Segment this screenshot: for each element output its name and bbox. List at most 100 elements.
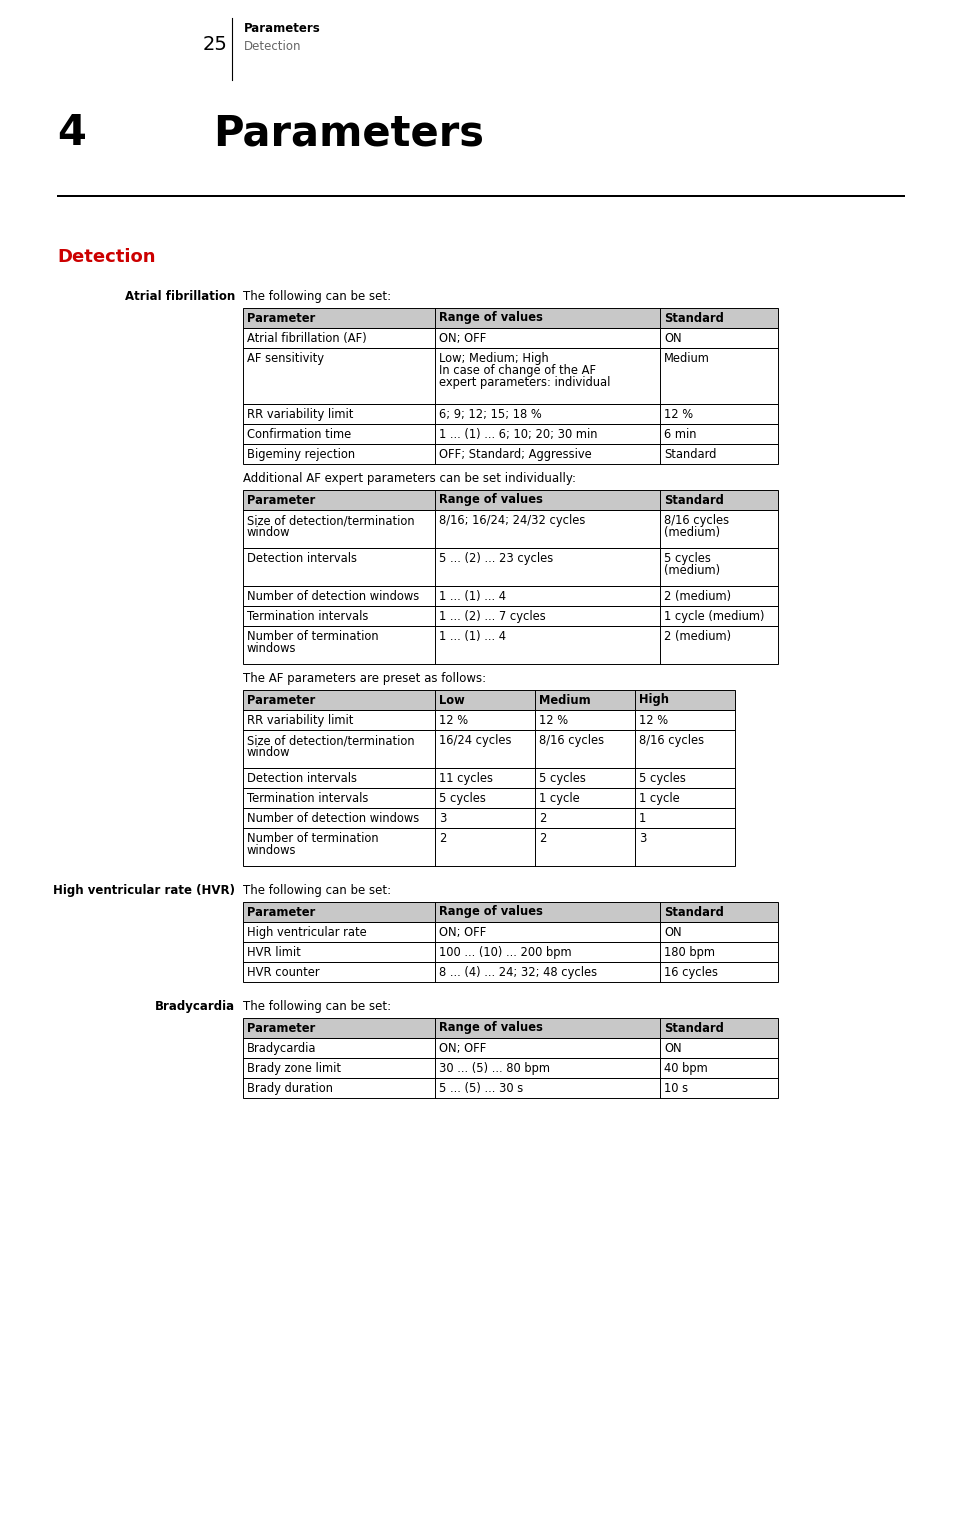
Text: The following can be set:: The following can be set: <box>243 884 391 897</box>
Text: ON; OFF: ON; OFF <box>439 926 486 938</box>
Text: 1: 1 <box>639 812 646 826</box>
Text: OFF; Standard; Aggressive: OFF; Standard; Aggressive <box>439 449 591 461</box>
Text: Detection: Detection <box>244 40 301 53</box>
Text: 2: 2 <box>539 812 546 826</box>
Text: 11 cycles: 11 cycles <box>439 772 493 784</box>
Bar <box>243 768 735 787</box>
Text: windows: windows <box>247 844 297 858</box>
Text: 5 cycles: 5 cycles <box>439 792 486 806</box>
Bar <box>243 1058 778 1077</box>
Text: 1 ... (1) ... 4: 1 ... (1) ... 4 <box>439 591 506 603</box>
Bar <box>243 490 778 510</box>
Bar <box>243 586 778 606</box>
Bar <box>243 444 778 464</box>
Bar <box>243 510 778 548</box>
Text: 3: 3 <box>639 832 646 845</box>
Text: 5 cycles: 5 cycles <box>539 772 586 784</box>
Text: (medium): (medium) <box>664 565 720 577</box>
Text: Bradycardia: Bradycardia <box>247 1042 317 1054</box>
Text: Parameter: Parameter <box>247 1021 315 1035</box>
Text: 25: 25 <box>203 35 228 53</box>
Text: Parameter: Parameter <box>247 905 315 919</box>
Bar <box>243 902 778 922</box>
Text: Size of detection/termination: Size of detection/termination <box>247 514 414 526</box>
Text: Detection intervals: Detection intervals <box>247 552 357 565</box>
Text: 8/16 cycles: 8/16 cycles <box>664 514 729 526</box>
Text: Range of values: Range of values <box>439 311 543 325</box>
Bar <box>243 1077 778 1099</box>
Bar <box>243 404 778 424</box>
Text: 1 ... (1) ... 6; 10; 20; 30 min: 1 ... (1) ... 6; 10; 20; 30 min <box>439 427 597 441</box>
Bar <box>243 690 735 710</box>
Bar <box>243 787 735 807</box>
Text: Size of detection/termination: Size of detection/termination <box>247 734 414 748</box>
Bar <box>243 1018 778 1038</box>
Text: ON: ON <box>664 1042 681 1054</box>
Text: ON: ON <box>664 926 681 938</box>
Text: Medium: Medium <box>664 353 710 365</box>
Bar <box>243 308 778 328</box>
Text: (medium): (medium) <box>664 526 720 539</box>
Text: The following can be set:: The following can be set: <box>243 290 391 304</box>
Text: Number of detection windows: Number of detection windows <box>247 591 419 603</box>
Text: ON: ON <box>664 333 681 345</box>
Text: 2 (medium): 2 (medium) <box>664 591 731 603</box>
Text: 100 ... (10) ... 200 bpm: 100 ... (10) ... 200 bpm <box>439 946 571 958</box>
Text: Parameter: Parameter <box>247 693 315 707</box>
Text: 8/16 cycles: 8/16 cycles <box>639 734 704 748</box>
Text: Number of detection windows: Number of detection windows <box>247 812 419 826</box>
Text: Bradycardia: Bradycardia <box>155 1000 235 1013</box>
Text: 12 %: 12 % <box>664 407 693 421</box>
Bar <box>243 606 778 626</box>
Text: High: High <box>639 693 669 707</box>
Text: Medium: Medium <box>539 693 590 707</box>
Text: Parameter: Parameter <box>247 493 315 507</box>
Text: AF sensitivity: AF sensitivity <box>247 353 324 365</box>
Text: expert parameters: individual: expert parameters: individual <box>439 375 611 389</box>
Bar <box>243 490 778 510</box>
Text: 5 cycles: 5 cycles <box>639 772 686 784</box>
Text: RR variability limit: RR variability limit <box>247 407 353 421</box>
Text: Standard: Standard <box>664 1021 723 1035</box>
Bar <box>243 961 778 983</box>
Text: 16 cycles: 16 cycles <box>664 966 718 980</box>
Text: 12 %: 12 % <box>439 714 468 726</box>
Bar <box>243 548 778 586</box>
Text: Parameters: Parameters <box>244 21 321 35</box>
Text: High ventricular rate: High ventricular rate <box>247 926 367 938</box>
Bar <box>243 829 735 865</box>
Text: Range of values: Range of values <box>439 1021 543 1035</box>
Text: 40 bpm: 40 bpm <box>664 1062 708 1074</box>
Text: ON; OFF: ON; OFF <box>439 1042 486 1054</box>
Text: windows: windows <box>247 642 297 655</box>
Bar <box>243 626 778 664</box>
Bar <box>243 548 778 586</box>
Bar <box>243 1058 778 1077</box>
Bar <box>243 404 778 424</box>
Text: In case of change of the AF: In case of change of the AF <box>439 365 596 377</box>
Bar <box>243 586 778 606</box>
Text: Parameters: Parameters <box>213 111 484 154</box>
Text: 1 ... (1) ... 4: 1 ... (1) ... 4 <box>439 630 506 642</box>
Bar <box>243 729 735 768</box>
Bar <box>243 942 778 961</box>
Text: Atrial fibrillation (AF): Atrial fibrillation (AF) <box>247 333 367 345</box>
Text: 5 ... (2) ... 23 cycles: 5 ... (2) ... 23 cycles <box>439 552 553 565</box>
Text: Low: Low <box>439 693 465 707</box>
Text: 12 %: 12 % <box>639 714 668 726</box>
Text: 1 cycle: 1 cycle <box>639 792 679 806</box>
Text: High ventricular rate (HVR): High ventricular rate (HVR) <box>53 884 235 897</box>
Text: Additional AF expert parameters can be set individually:: Additional AF expert parameters can be s… <box>243 472 576 485</box>
Bar <box>243 348 778 404</box>
Text: Standard: Standard <box>664 493 723 507</box>
Text: Range of values: Range of values <box>439 493 543 507</box>
Text: 2: 2 <box>539 832 546 845</box>
Text: 8/16; 16/24; 24/32 cycles: 8/16; 16/24; 24/32 cycles <box>439 514 586 526</box>
Bar <box>243 510 778 548</box>
Bar <box>243 606 778 626</box>
Text: 1 cycle: 1 cycle <box>539 792 580 806</box>
Text: 16/24 cycles: 16/24 cycles <box>439 734 511 748</box>
Bar <box>243 328 778 348</box>
Bar <box>243 807 735 829</box>
Text: Detection: Detection <box>57 249 155 266</box>
